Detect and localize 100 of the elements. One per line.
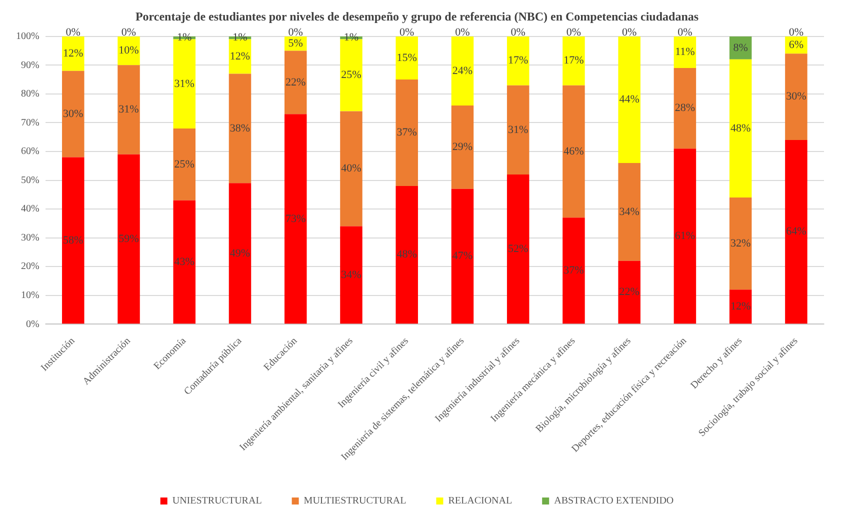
data-label: 11% — [675, 46, 695, 58]
data-label: 37% — [564, 264, 584, 277]
bar — [618, 163, 640, 261]
y-tick-label: 10% — [20, 290, 40, 301]
data-label: 47% — [452, 250, 473, 262]
bar — [173, 39, 196, 128]
bar — [228, 74, 252, 184]
y-tick-label: 20% — [20, 261, 40, 272]
bar — [785, 140, 808, 324]
data-label: 0% — [788, 26, 804, 38]
chart-title: Porcentaje de estudiantes por niveles de desempeño y grupo de referencia (NBC) en Competencias ciudadanas — [135, 9, 699, 24]
bar — [451, 36, 474, 106]
data-label: 0% — [66, 26, 80, 38]
bar — [340, 226, 362, 324]
data-label: 40% — [341, 162, 362, 175]
bar — [396, 186, 418, 324]
bar — [506, 36, 530, 86]
data-label: 73% — [286, 212, 306, 225]
data-label: 37% — [396, 126, 417, 139]
data-label: 34% — [341, 268, 362, 281]
data-label: 0% — [622, 26, 637, 38]
y-tick-label: 60% — [20, 146, 40, 158]
bar — [396, 36, 418, 80]
data-label: 24% — [452, 64, 473, 77]
data-label: 12% — [730, 300, 751, 313]
data-label: 31% — [508, 124, 528, 136]
y-tick-label: 80% — [20, 88, 40, 100]
data-label: 34% — [619, 206, 640, 218]
data-label: 61% — [674, 230, 696, 242]
bar — [729, 290, 752, 324]
data-label: 59% — [118, 232, 139, 245]
data-label: 6% — [788, 38, 804, 51]
data-label: 31% — [174, 78, 194, 90]
data-label: 22% — [619, 286, 640, 298]
bar — [674, 148, 696, 324]
data-label: 1% — [232, 32, 248, 44]
data-label: 25% — [341, 69, 362, 82]
bar — [396, 80, 418, 186]
data-label: 0% — [510, 26, 526, 38]
bar — [451, 188, 474, 324]
data-label: 17% — [564, 54, 584, 67]
bar — [562, 85, 585, 218]
data-label: 0% — [400, 26, 414, 38]
bar — [62, 157, 84, 324]
data-label: 25% — [174, 158, 194, 170]
bar — [118, 65, 140, 154]
bar — [340, 111, 362, 226]
legend-label: ABSTRACTO EXTENDIDO — [554, 496, 674, 507]
legend-label: RELACIONAL — [448, 496, 512, 507]
data-label: 44% — [619, 94, 640, 106]
bar — [785, 54, 808, 140]
data-label: 48% — [730, 122, 751, 134]
data-label: 22% — [286, 76, 306, 88]
data-label: 29% — [452, 141, 473, 154]
bar — [228, 183, 252, 324]
bar — [173, 200, 196, 324]
data-label: 31% — [118, 104, 139, 116]
data-label: 46% — [564, 145, 584, 158]
data-label: 49% — [230, 247, 250, 260]
data-label: 48% — [396, 248, 417, 261]
bar — [451, 105, 474, 189]
data-label: 0% — [121, 26, 136, 38]
bar — [173, 128, 196, 200]
data-label: 30% — [786, 90, 806, 103]
bar — [340, 39, 362, 112]
data-label: 12% — [230, 50, 250, 62]
bar — [284, 50, 307, 114]
bar — [618, 260, 640, 324]
bar — [674, 36, 696, 68]
data-label: 15% — [396, 52, 417, 64]
y-tick-label: 40% — [20, 204, 40, 215]
data-label: 38% — [230, 122, 250, 134]
data-label: 10% — [118, 44, 139, 57]
data-label: 5% — [288, 37, 303, 50]
data-label: 12% — [63, 48, 84, 60]
y-tick-label: 70% — [20, 117, 40, 128]
data-label: 0% — [678, 26, 692, 38]
bar — [618, 36, 640, 164]
data-label: 32% — [730, 237, 751, 250]
data-label: 0% — [288, 26, 303, 38]
data-label: 0% — [566, 26, 582, 38]
y-tick-label: 0% — [26, 318, 40, 330]
data-label: 58% — [63, 234, 84, 246]
bar — [62, 70, 84, 158]
bar — [729, 59, 752, 198]
bar — [562, 218, 585, 324]
data-label: 28% — [674, 102, 696, 114]
data-label: 64% — [786, 226, 806, 238]
data-label: 8% — [733, 42, 748, 54]
y-tick-label: 100% — [16, 31, 40, 42]
legend-label: UNIESTRUCTURAL — [172, 496, 262, 507]
data-label: 1% — [344, 32, 359, 44]
data-label: 52% — [508, 242, 528, 255]
y-tick-label: 30% — [20, 232, 40, 244]
bar — [506, 174, 530, 324]
bar — [506, 85, 530, 175]
data-label: 30% — [63, 108, 84, 120]
data-label: 17% — [508, 54, 528, 67]
y-tick-label: 50% — [20, 174, 40, 186]
bar — [62, 36, 84, 71]
